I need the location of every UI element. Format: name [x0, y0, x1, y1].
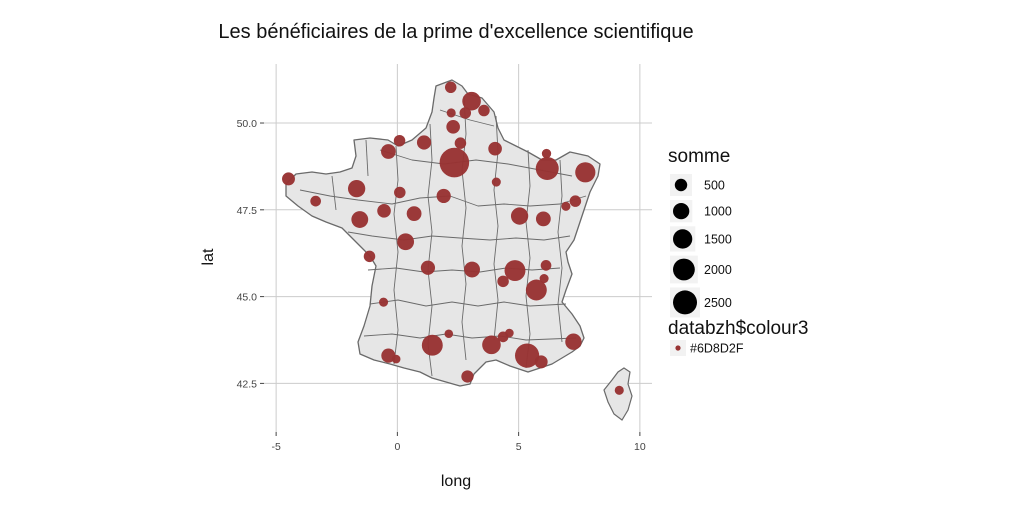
size-legend: somme 500 1000 1500 2000 2500	[668, 146, 732, 318]
data-point	[421, 334, 443, 356]
y-axis-title: lat	[200, 248, 217, 265]
size-legend-swatch	[673, 290, 698, 315]
data-point	[363, 250, 376, 263]
colour-legend-swatch	[675, 345, 681, 351]
data-point	[491, 177, 501, 187]
data-point	[444, 81, 457, 94]
data-point	[446, 120, 460, 134]
size-legend-label: 2500	[704, 296, 732, 310]
y-tick-label: 50.0	[237, 118, 258, 130]
colour-legend-title: databzh$colour3	[668, 318, 809, 339]
data-point	[420, 260, 436, 275]
data-point	[351, 211, 369, 228]
colour-legend: databzh$colour3 #6D8D2F	[668, 318, 809, 356]
data-point	[504, 260, 526, 282]
y-tick-label: 47.5	[237, 205, 258, 217]
data-point	[444, 329, 454, 339]
y-tick-label: 42.5	[237, 378, 258, 390]
data-point	[575, 162, 596, 183]
size-legend-label: 1500	[704, 232, 732, 246]
data-point	[540, 260, 552, 271]
data-point	[565, 333, 582, 350]
data-point	[282, 172, 295, 186]
data-point	[397, 233, 415, 251]
data-point	[515, 343, 540, 368]
x-tick-label: 5	[516, 441, 522, 453]
data-point	[454, 137, 467, 149]
data-point	[482, 335, 501, 355]
data-point	[464, 261, 480, 278]
data-point	[459, 107, 472, 119]
data-point	[488, 141, 502, 156]
data-point	[436, 188, 451, 204]
data-point	[379, 297, 389, 307]
data-point	[394, 186, 406, 199]
x-tick-label: 0	[394, 441, 400, 453]
data-point	[497, 275, 509, 288]
data-point	[535, 157, 559, 180]
size-legend-swatch	[673, 229, 693, 249]
size-legend-swatch	[674, 178, 688, 192]
y-tick-label: 45.0	[237, 292, 258, 304]
data-point	[478, 104, 490, 117]
colour-legend-label: #6D8D2F	[690, 342, 744, 356]
size-legend-title: somme	[668, 146, 730, 167]
data-point	[462, 91, 481, 111]
data-point	[439, 147, 470, 178]
data-point	[393, 134, 406, 147]
chart-title: Les bénéficiaires de la prime d'excellen…	[218, 21, 693, 43]
data-point	[461, 370, 474, 383]
size-legend-swatch	[673, 203, 690, 220]
data-point	[446, 108, 456, 118]
data-point	[391, 354, 401, 364]
data-point	[614, 385, 624, 395]
data-point	[381, 144, 396, 159]
axis-ticks: -5 0 5 10 42.5 45.0 47.5 50.0	[237, 118, 646, 453]
data-point	[539, 274, 549, 284]
data-point	[310, 195, 321, 207]
data-point	[535, 211, 551, 227]
data-point	[510, 207, 529, 225]
mainland-france-outline	[285, 79, 601, 387]
data-point	[561, 201, 571, 211]
size-legend-label: 500	[704, 179, 725, 193]
size-legend-swatch	[673, 258, 695, 281]
data-point	[406, 206, 422, 222]
x-tick-label: -5	[271, 441, 280, 453]
data-point	[534, 355, 548, 369]
data-point	[525, 279, 547, 301]
size-legend-label: 1000	[704, 205, 732, 219]
data-point	[569, 195, 582, 207]
data-point	[541, 148, 552, 159]
x-tick-label: 10	[634, 441, 646, 453]
data-points	[282, 81, 624, 395]
data-point	[377, 204, 391, 218]
data-point	[416, 135, 432, 150]
size-legend-label: 2000	[704, 263, 732, 277]
data-point	[505, 328, 514, 338]
x-axis-title: long	[441, 473, 471, 490]
data-point	[347, 179, 366, 198]
